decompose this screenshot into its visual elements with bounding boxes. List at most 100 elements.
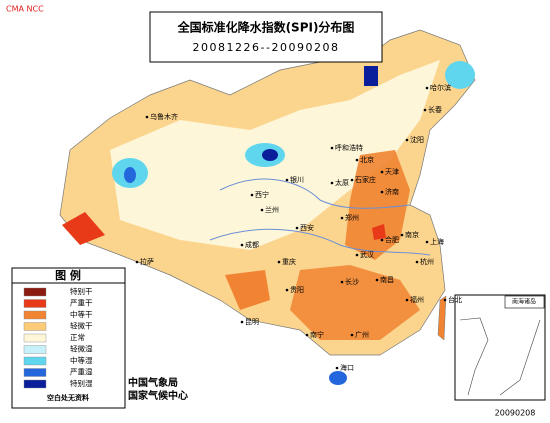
city-dot bbox=[355, 158, 359, 162]
city-label: 武汉 bbox=[360, 250, 374, 259]
city-dot bbox=[350, 178, 354, 182]
inset-coast bbox=[499, 319, 541, 396]
city-label: 天津 bbox=[385, 168, 399, 176]
city-dot bbox=[350, 333, 354, 337]
legend-label: 严重湿 bbox=[70, 368, 93, 377]
severe-dry bbox=[372, 224, 386, 240]
city-dot bbox=[340, 216, 344, 220]
city-label: 南京 bbox=[405, 230, 419, 239]
city-label: 南宁 bbox=[310, 330, 324, 339]
watermark: CMA NCC bbox=[6, 5, 44, 14]
legend-swatch bbox=[23, 333, 47, 343]
inset-box bbox=[454, 294, 546, 401]
city-label: 哈尔滨 bbox=[430, 83, 451, 92]
legend-swatch bbox=[23, 345, 47, 354]
taiwan bbox=[437, 295, 447, 341]
city-dot bbox=[260, 208, 264, 212]
city-dot bbox=[375, 278, 379, 282]
city-label: 长沙 bbox=[345, 277, 359, 286]
city-dot bbox=[380, 190, 384, 194]
legend-swatch bbox=[23, 356, 47, 366]
legend-label: 中等干 bbox=[70, 309, 93, 319]
city-label: 西安 bbox=[300, 223, 314, 232]
city-dot bbox=[405, 298, 409, 302]
city-label: 广州 bbox=[355, 330, 369, 339]
wet-zone bbox=[445, 61, 475, 89]
title: 全国标准化降水指数(SPI)分布图 bbox=[177, 20, 355, 35]
dry-zone bbox=[290, 265, 420, 340]
city-label: 拉萨 bbox=[140, 257, 154, 266]
city-dot bbox=[330, 146, 334, 150]
city-dot bbox=[425, 240, 429, 244]
city-dot bbox=[340, 280, 344, 284]
city-dot bbox=[145, 115, 149, 119]
legend-swatch bbox=[23, 379, 47, 389]
dry-zone bbox=[345, 150, 410, 260]
legend-label: 严重干 bbox=[70, 299, 93, 308]
city-dot bbox=[250, 193, 254, 197]
city-label: 重庆 bbox=[282, 257, 296, 266]
city-dot bbox=[423, 108, 427, 112]
city-label: 乌鲁木齐 bbox=[150, 112, 178, 121]
city-label: 北京 bbox=[360, 155, 374, 164]
city-label: 上海 bbox=[430, 237, 444, 246]
legend-label: 特别湿 bbox=[70, 378, 93, 388]
legend-swatch bbox=[23, 287, 47, 297]
city-dot bbox=[277, 260, 281, 264]
city-label: 呼和浩特 bbox=[335, 143, 363, 152]
city-dot bbox=[285, 288, 289, 292]
city-dot bbox=[305, 333, 309, 337]
city-label: 杭州 bbox=[420, 257, 434, 266]
legend-label: 中等湿 bbox=[70, 355, 93, 365]
wet-zone bbox=[364, 66, 378, 86]
city-dot bbox=[380, 170, 384, 174]
inset-coast bbox=[459, 317, 489, 396]
city-dot bbox=[405, 138, 409, 142]
legend-label: 轻微干 bbox=[70, 321, 93, 331]
legend-label: 正常 bbox=[70, 333, 85, 342]
wet-zone bbox=[262, 149, 278, 161]
inset-label-box bbox=[504, 295, 545, 309]
city-dot bbox=[380, 238, 384, 242]
wet-zone bbox=[124, 167, 136, 183]
city-label: 贵阳 bbox=[290, 285, 304, 294]
severe-dry bbox=[62, 212, 105, 245]
subtitle: 20081226--20090208 bbox=[193, 41, 340, 54]
city-label: 台北 bbox=[448, 295, 462, 304]
city-label: 兰州 bbox=[265, 205, 279, 214]
date: 20090208 bbox=[495, 409, 536, 418]
legend-swatch bbox=[23, 322, 47, 331]
hainan bbox=[329, 371, 347, 385]
city-dot bbox=[285, 178, 289, 182]
city-dot bbox=[425, 86, 429, 90]
city-dot bbox=[355, 253, 359, 257]
legend-label: 轻微湿 bbox=[70, 344, 93, 354]
city-dot bbox=[240, 243, 244, 247]
river bbox=[219, 178, 411, 209]
river bbox=[209, 228, 431, 256]
city-dot bbox=[135, 260, 139, 264]
city-label: 合肥 bbox=[385, 235, 399, 244]
city-dot bbox=[400, 233, 404, 237]
city-label: 郑州 bbox=[345, 214, 359, 222]
city-label: 石家庄 bbox=[355, 175, 376, 184]
dry-zone bbox=[225, 270, 270, 310]
city-label: 济南 bbox=[385, 187, 399, 196]
inset-label: 南海诸岛 bbox=[512, 298, 536, 306]
city-dot bbox=[240, 320, 244, 324]
legend-swatch bbox=[23, 310, 47, 320]
city-label: 昆明 bbox=[245, 318, 259, 326]
city-label: 银川 bbox=[290, 175, 304, 184]
city-label: 沈阳 bbox=[410, 135, 424, 144]
city-label: 福州 bbox=[410, 295, 424, 304]
legend-swatch bbox=[23, 368, 47, 377]
legend-swatch bbox=[23, 299, 47, 308]
legend-label: 特别干 bbox=[70, 286, 93, 296]
city-label: 西宁 bbox=[255, 190, 269, 199]
legend-note: 空白处无资料 bbox=[47, 393, 89, 402]
title-box bbox=[149, 11, 383, 63]
credit: 国家气候中心 bbox=[128, 389, 188, 402]
credit: 中国气象局 bbox=[128, 376, 178, 389]
